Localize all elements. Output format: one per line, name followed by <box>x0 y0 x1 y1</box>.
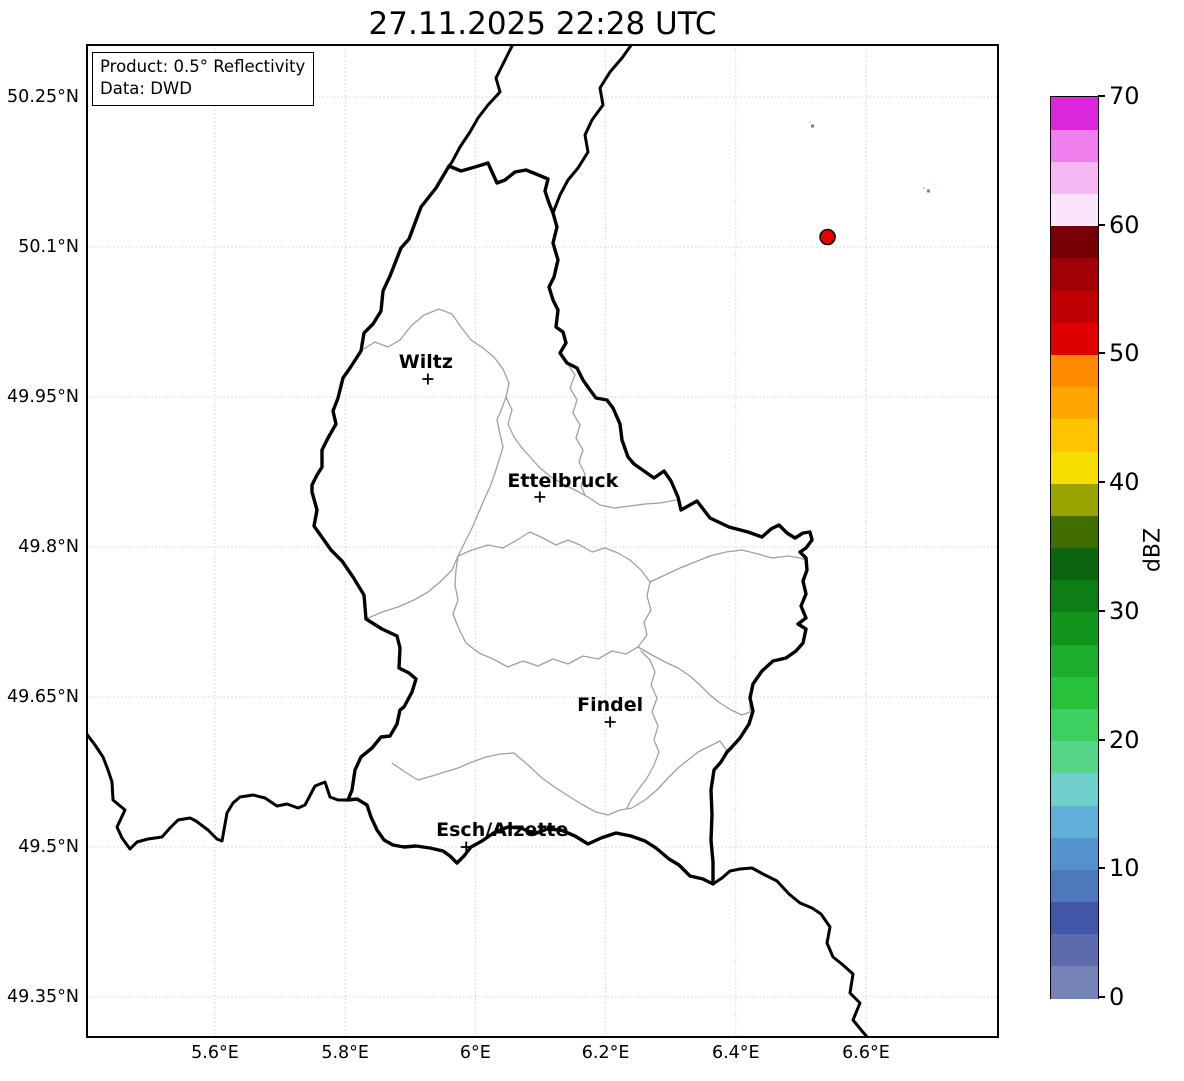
colorbar-band <box>1051 611 1098 645</box>
colorbar-band <box>1051 450 1098 484</box>
strong-echo-marker <box>819 228 836 246</box>
y-tick-label: 49.65°N <box>7 687 79 707</box>
colorbar-tick <box>1098 481 1105 484</box>
colorbar-band <box>1051 129 1098 162</box>
colorbar-band <box>1051 290 1098 323</box>
colorbar-band <box>1051 869 1098 903</box>
product-info-box: Product: 0.5° Reflectivity Data: DWD <box>92 52 315 106</box>
colorbar-band <box>1051 644 1098 677</box>
colorbar-band <box>1051 97 1098 130</box>
city-plus-marker <box>422 373 434 385</box>
france-belgium-border <box>87 731 350 851</box>
colorbar-band <box>1051 161 1098 195</box>
y-tick-label: 50.1°N <box>18 237 79 257</box>
colorbar-tick <box>1098 996 1105 998</box>
canton-borders <box>361 308 807 816</box>
y-tick-label: 50.25°N <box>7 87 79 107</box>
france-germany-border <box>711 866 870 1037</box>
y-tick-label: 49.8°N <box>18 537 79 557</box>
x-tick-label: 6.2°E <box>581 1043 630 1063</box>
data-source-line: Data: DWD <box>100 79 192 98</box>
plot-frame <box>86 44 999 1038</box>
belgium-germany-border <box>447 45 515 168</box>
product-info-line: Product: 0.5° Reflectivity <box>100 57 306 76</box>
colorbar-tick <box>1098 867 1105 870</box>
colorbar-band <box>1051 386 1098 420</box>
colorbar-band <box>1051 965 1098 999</box>
x-tick-label: 6.4°E <box>711 1043 760 1063</box>
colorbar-tick <box>1098 609 1105 612</box>
colorbar-band <box>1051 225 1098 259</box>
colorbar-band <box>1051 772 1098 806</box>
city-plus-marker <box>460 841 472 853</box>
x-tick-label: 5.6°E <box>191 1043 239 1063</box>
x-tick-label: 5.8°E <box>321 1043 369 1063</box>
y-tick-label: 49.35°N <box>7 987 79 1007</box>
colorbar-band <box>1051 418 1098 452</box>
colorbar-tick-label: 30 <box>1109 596 1140 625</box>
colorbar-tick-label: 50 <box>1109 339 1140 368</box>
radar-echo-pixel <box>926 189 930 193</box>
colorbar <box>1050 96 1099 999</box>
page-title: 27.11.2025 22:28 UTC <box>368 6 717 42</box>
colorbar-band <box>1051 837 1098 870</box>
city-plus-marker <box>604 716 616 728</box>
radar-echo-pixel <box>922 187 925 189</box>
colorbar-tick-label: 0 <box>1109 983 1125 1011</box>
city-marker-layer <box>422 373 616 853</box>
colorbar-unit-label: dBZ <box>1140 527 1166 573</box>
city-label: Ettelbruck <box>507 470 619 492</box>
colorbar-tick-label: 40 <box>1109 468 1140 497</box>
colorbar-tick-label: 10 <box>1109 854 1140 883</box>
germany-belgium-our-border <box>551 45 634 215</box>
grid-lines <box>87 45 998 1037</box>
colorbar-band <box>1051 547 1098 581</box>
x-tick-label: 6.6°E <box>842 1043 890 1063</box>
y-tick-label: 49.95°N <box>7 387 79 407</box>
colorbar-band <box>1051 901 1098 935</box>
city-label: Wiltz <box>398 351 453 373</box>
radar-echo-pixel <box>809 121 812 123</box>
colorbar-band <box>1051 708 1098 742</box>
city-label: Findel <box>577 694 644 716</box>
colorbar-band <box>1051 515 1098 549</box>
city-plus-marker <box>534 491 546 503</box>
colorbar-tick-label: 70 <box>1109 82 1140 110</box>
colorbar-band <box>1051 579 1098 613</box>
city-label: Esch/Alzette <box>436 819 569 841</box>
x-tick-label: 6°E <box>459 1043 491 1063</box>
colorbar-tick-label: 60 <box>1109 210 1140 239</box>
colorbar-tick <box>1098 738 1105 741</box>
colorbar-tick-label: 20 <box>1109 725 1140 754</box>
colorbar-band <box>1051 740 1098 774</box>
country-borders <box>87 45 870 1037</box>
colorbar-tick <box>1098 223 1105 226</box>
colorbar-band <box>1051 933 1098 967</box>
colorbar-band <box>1051 193 1098 227</box>
colorbar-tick <box>1098 352 1105 355</box>
colorbar-band <box>1051 322 1098 356</box>
colorbar-band <box>1051 257 1098 291</box>
luxembourg-border <box>310 161 814 886</box>
radar-echo-layer <box>809 121 930 246</box>
y-tick-label: 49.5°N <box>18 837 79 857</box>
radar-echo-pixel <box>811 124 815 128</box>
colorbar-band <box>1051 483 1098 516</box>
colorbar-band <box>1051 676 1098 709</box>
colorbar-band <box>1051 354 1098 388</box>
colorbar-tick <box>1098 95 1105 97</box>
colorbar-band <box>1051 804 1098 838</box>
